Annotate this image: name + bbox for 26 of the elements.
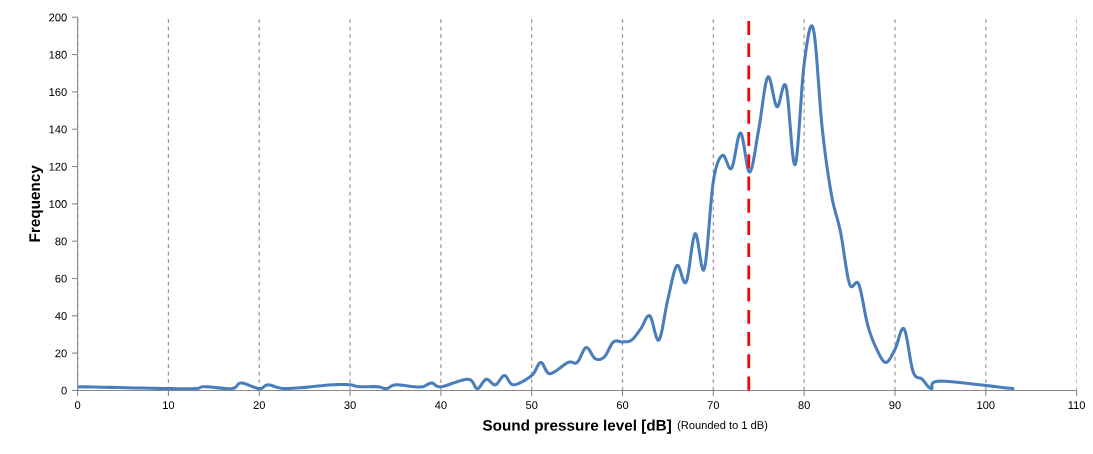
- y-tick-label: 20: [55, 349, 67, 358]
- x-tick-label: 50: [525, 401, 538, 410]
- x-tick-label: 100: [977, 401, 995, 410]
- x-tick-label: 80: [798, 401, 810, 410]
- x-tick-label: 110: [1068, 401, 1086, 410]
- x-tick-label: 90: [889, 401, 901, 410]
- y-tick-label: 40: [55, 312, 67, 320]
- y-tick-label: 180: [49, 50, 67, 59]
- text: (Rounded to 1 dB): [677, 420, 768, 432]
- y-tick-label: 80: [55, 237, 67, 246]
- x-tick-label: 30: [344, 401, 356, 410]
- y-tick-label: 0: [61, 386, 67, 395]
- x-tick-label: 40: [434, 401, 447, 410]
- y-tick-label: 100: [49, 200, 67, 208]
- x-tick-label: 20: [253, 401, 265, 410]
- y-tick-label: 200: [49, 13, 67, 22]
- x-tick-label: 70: [707, 401, 720, 410]
- y-tick-label: 120: [49, 162, 67, 171]
- x-tick-label: 10: [163, 401, 175, 410]
- x-tick-label: 60: [616, 401, 629, 410]
- y-tick-label: 60: [55, 274, 67, 283]
- y-tick-label: 160: [49, 88, 67, 97]
- x-tick-label: 0: [74, 401, 81, 410]
- y-tick-label: 140: [49, 125, 67, 134]
- y-axis-title: Frequency: [29, 165, 44, 242]
- x-axis-title: Sound pressure level [dB]: [482, 419, 671, 434]
